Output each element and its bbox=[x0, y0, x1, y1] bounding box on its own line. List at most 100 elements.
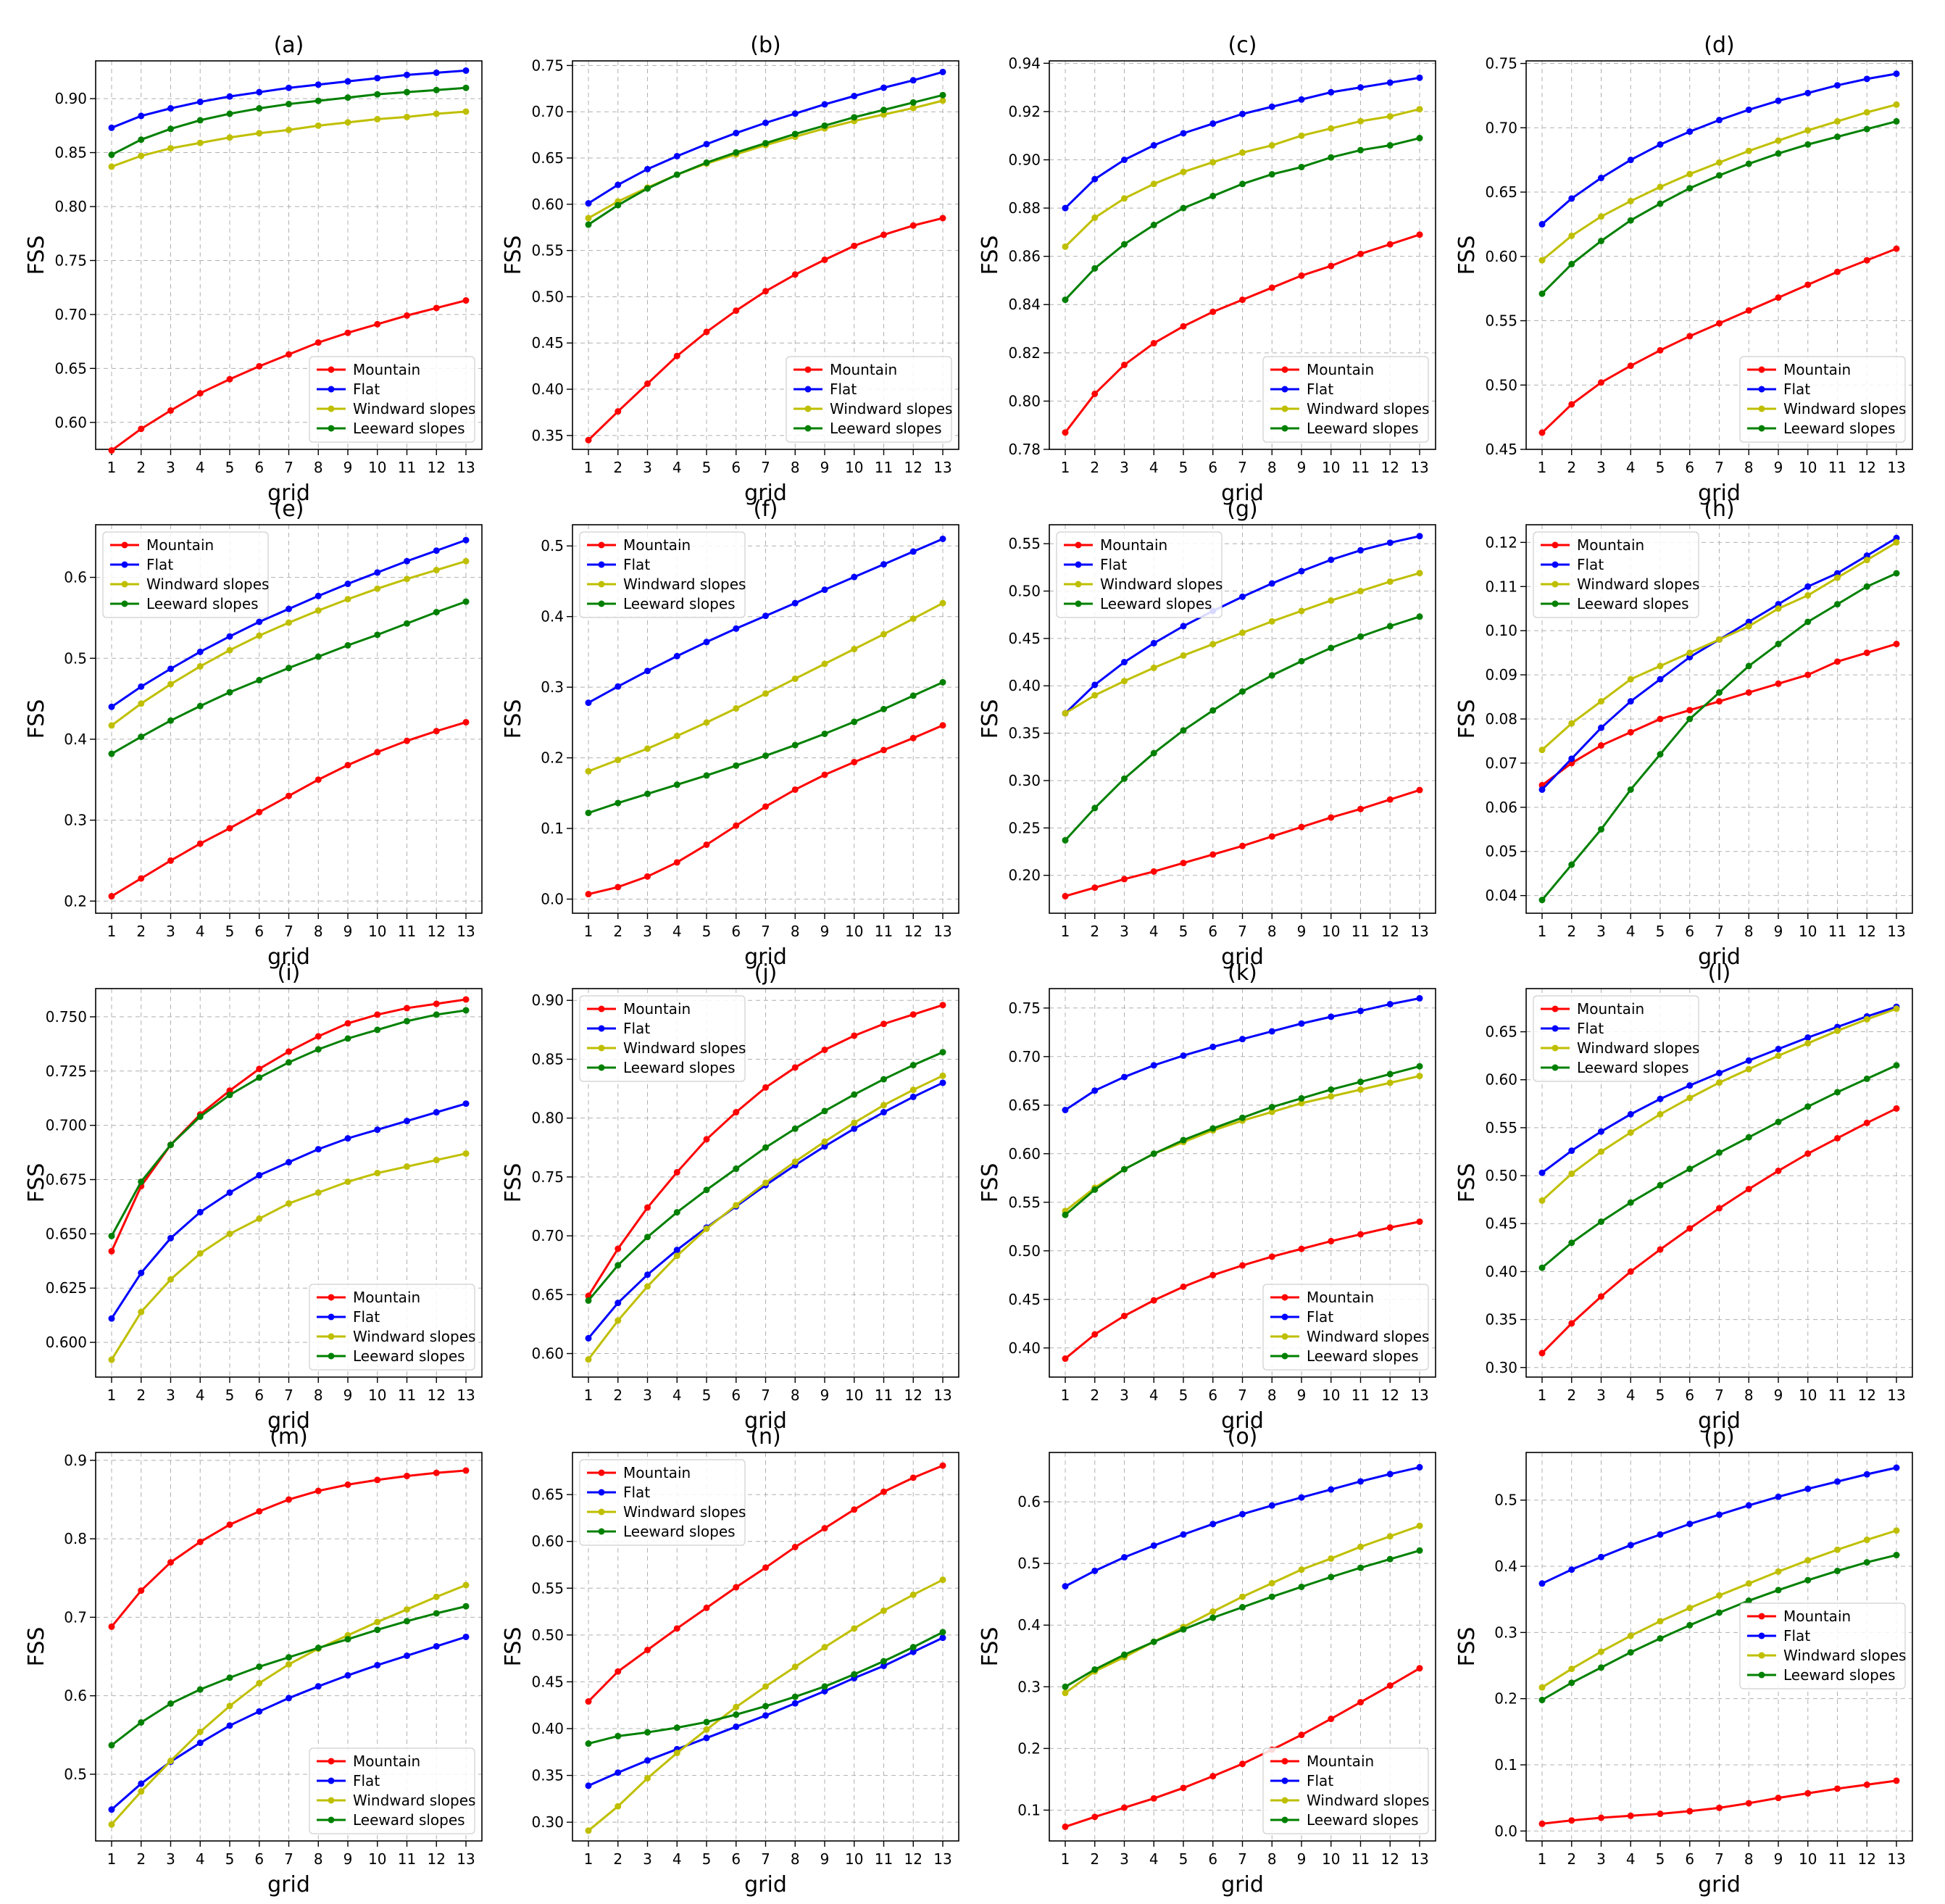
data-point-windward-slopes bbox=[673, 732, 680, 739]
panel-k: 1 2 3 4 5 6 7 8 9 10 11 12 130.400.450.500.550.600.6… bbox=[978, 960, 1436, 1434]
y-tick-label: 0.5 bbox=[541, 537, 564, 554]
data-point-windward-slopes bbox=[1686, 649, 1694, 657]
x-tick-label: 12 bbox=[428, 1387, 446, 1404]
x-tick-label: 12 bbox=[904, 1387, 922, 1404]
data-point-flat bbox=[585, 200, 592, 207]
x-tick-label: 5 bbox=[1179, 1387, 1188, 1404]
data-point-flat bbox=[196, 648, 204, 655]
data-point-leeward-slopes bbox=[344, 1636, 351, 1643]
legend-marker bbox=[1758, 366, 1765, 373]
data-point-mountain bbox=[1180, 1784, 1187, 1792]
data-point-leeward-slopes bbox=[1834, 1089, 1841, 1096]
data-point-mountain bbox=[344, 762, 351, 769]
y-tick-label: 0.11 bbox=[1485, 578, 1517, 595]
data-point-leeward-slopes bbox=[1091, 1186, 1099, 1193]
data-point-mountain bbox=[1834, 1785, 1841, 1792]
data-point-flat bbox=[1386, 79, 1394, 86]
y-tick-label: 0.60 bbox=[1485, 1071, 1517, 1089]
data-point-windward-slopes bbox=[644, 1774, 651, 1782]
x-tick-label: 13 bbox=[933, 1850, 951, 1868]
legend-label: Leeward slopes bbox=[1307, 420, 1419, 437]
x-axis-title: grid bbox=[744, 1872, 787, 1897]
legend-label: Leeward slopes bbox=[353, 1347, 465, 1365]
legend-label: Windward slopes bbox=[623, 1503, 746, 1521]
data-point-windward-slopes bbox=[909, 1591, 917, 1598]
data-point-windward-slopes bbox=[1298, 1566, 1305, 1573]
x-tick-label: 9 bbox=[1774, 923, 1783, 940]
data-point-windward-slopes bbox=[1893, 1005, 1900, 1013]
y-tick-label: 0.80 bbox=[1008, 392, 1041, 410]
data-point-leeward-slopes bbox=[1627, 1199, 1634, 1206]
panel-title: (i) bbox=[278, 960, 301, 986]
x-axis-title: grid bbox=[267, 481, 310, 506]
x-tick-label: 7 bbox=[1715, 1850, 1724, 1868]
legend-marker bbox=[598, 561, 605, 568]
legend-marker bbox=[1758, 1652, 1765, 1659]
data-point-mountain bbox=[286, 351, 292, 358]
data-point-mountain bbox=[1386, 1224, 1394, 1231]
data-point-flat bbox=[315, 81, 322, 88]
data-point-windward-slopes bbox=[1804, 1039, 1812, 1047]
x-tick-label: 2 bbox=[613, 923, 622, 940]
data-point-flat bbox=[1686, 1082, 1694, 1089]
legend-marker bbox=[1758, 1613, 1765, 1620]
x-tick-label: 1 bbox=[1061, 1387, 1070, 1404]
data-point-flat bbox=[1150, 639, 1157, 647]
data-point-windward-slopes bbox=[703, 1225, 710, 1232]
y-tick-label: 0.5 bbox=[64, 1766, 87, 1783]
y-tick-label: 0.20 bbox=[1008, 867, 1041, 884]
data-point-mountain bbox=[909, 1011, 917, 1018]
data-point-flat bbox=[1538, 1580, 1546, 1587]
y-tick-label: 0.80 bbox=[531, 1110, 564, 1127]
legend-label: Flat bbox=[353, 1772, 380, 1789]
data-point-flat bbox=[1686, 128, 1694, 136]
data-point-windward-slopes bbox=[374, 1170, 381, 1177]
legend-box bbox=[1262, 1284, 1429, 1371]
data-point-leeward-slopes bbox=[1657, 1635, 1664, 1642]
y-tick-label: 0.82 bbox=[1008, 344, 1041, 362]
data-point-leeward-slopes bbox=[1357, 146, 1364, 154]
data-point-windward-slopes bbox=[1716, 1592, 1723, 1599]
legend-marker bbox=[598, 1528, 605, 1535]
x-tick-label: 6 bbox=[254, 459, 264, 476]
data-point-mountain bbox=[374, 749, 381, 756]
data-point-leeward-slopes bbox=[1062, 296, 1069, 304]
y-tick-label: 0.85 bbox=[531, 1050, 564, 1068]
data-point-windward-slopes bbox=[1062, 710, 1069, 717]
data-point-mountain bbox=[673, 859, 680, 866]
legend-marker bbox=[1552, 561, 1559, 568]
data-point-leeward-slopes bbox=[1834, 1567, 1841, 1574]
legend-label: Leeward slopes bbox=[353, 1811, 465, 1829]
x-tick-label: 4 bbox=[672, 923, 682, 940]
y-tick-label: 0.55 bbox=[531, 242, 564, 259]
data-point-flat bbox=[939, 1634, 946, 1642]
x-tick-label: 3 bbox=[166, 1850, 175, 1868]
data-point-mountain bbox=[1386, 1682, 1394, 1689]
x-tick-label: 1 bbox=[1538, 1387, 1547, 1404]
x-tick-label: 4 bbox=[1626, 923, 1636, 940]
data-point-leeward-slopes bbox=[1416, 613, 1423, 620]
data-point-flat bbox=[1121, 659, 1128, 666]
data-point-leeward-slopes bbox=[851, 1671, 858, 1678]
data-point-leeward-slopes bbox=[1416, 1547, 1423, 1554]
legend-marker bbox=[1075, 581, 1082, 588]
data-point-windward-slopes bbox=[1893, 539, 1900, 546]
y-tick-label: 0.55 bbox=[1008, 535, 1041, 552]
y-axis-title: FSS bbox=[24, 236, 49, 275]
data-point-mountain bbox=[1627, 1268, 1634, 1275]
data-point-windward-slopes bbox=[851, 1625, 858, 1632]
data-point-mountain bbox=[1804, 281, 1812, 288]
data-point-mountain bbox=[1598, 1293, 1604, 1300]
data-point-windward-slopes bbox=[1268, 1108, 1275, 1115]
data-point-flat bbox=[1328, 556, 1335, 563]
panel-title: (e) bbox=[274, 496, 304, 522]
x-tick-label: 7 bbox=[1715, 1387, 1724, 1404]
y-tick-label: 0.75 bbox=[54, 251, 87, 269]
legend-marker bbox=[328, 425, 335, 432]
y-tick-label: 0.65 bbox=[54, 359, 87, 377]
data-point-mountain bbox=[1893, 1105, 1900, 1112]
data-point-flat bbox=[762, 1712, 769, 1719]
data-point-flat bbox=[1357, 546, 1364, 554]
y-tick-label: 0.75 bbox=[1485, 55, 1517, 72]
legend-marker bbox=[1281, 1313, 1288, 1321]
